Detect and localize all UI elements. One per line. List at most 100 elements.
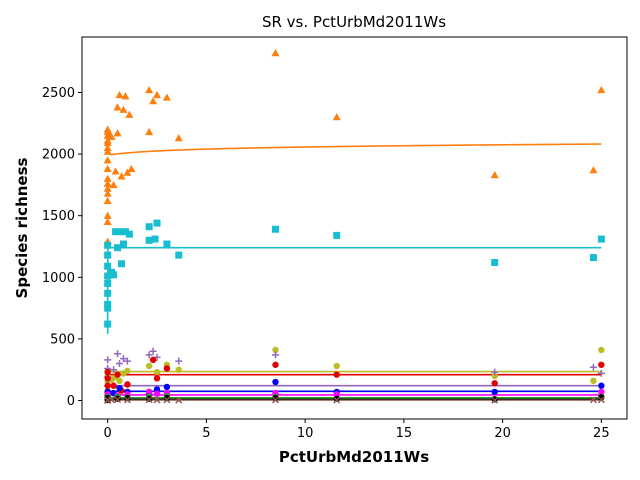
data-point [104,368,111,376]
data-point [590,377,597,384]
data-point [153,396,161,404]
data-point [163,396,171,404]
data-point [114,371,121,378]
data-point [125,230,133,238]
data-point [151,235,159,243]
data-point [124,367,131,375]
data-point [107,132,116,141]
data-point [332,113,341,121]
data-point [145,395,153,402]
data-point [271,396,280,404]
data-point [598,346,605,354]
data-point [175,357,183,365]
data-point [103,211,112,219]
data-point [114,395,122,404]
data-point [162,93,171,101]
data-point [272,346,279,354]
data-point [333,362,340,370]
data-point [115,90,124,99]
data-point [589,254,597,262]
x-tick-label: 0 [104,426,112,441]
y-axis-label: Species richness [13,157,31,298]
data-point [333,371,340,378]
data-point [113,103,122,111]
data-point [104,300,112,308]
y-tick-label: 1500 [42,209,75,224]
data-point [104,289,112,297]
data-point [111,167,120,175]
y-tick-label: 1000 [42,271,75,286]
data-point [598,388,605,396]
data-point [145,85,154,94]
data-point [119,355,127,363]
data-point [163,383,171,391]
data-point [104,304,112,312]
y-tick-label: 500 [50,332,75,347]
data-point [589,363,597,371]
data-point [271,49,280,57]
data-point [145,223,153,231]
data-point [175,251,183,259]
x-axis-label: PctUrbMd2011Ws [279,448,429,466]
fit-line [106,384,602,388]
y-axis: 0 500 1000 1500 2000 2500 [42,86,82,409]
data-point [145,396,153,404]
data-point [109,180,118,189]
data-point [175,396,183,404]
data-point [491,380,498,387]
data-point [149,356,157,364]
data-point [272,378,279,386]
data-point [124,381,131,388]
data-point [112,228,120,236]
data-point [103,189,112,197]
data-point [104,375,111,382]
data-point [123,168,132,176]
data-point [149,97,158,105]
x-axis: 0 5 10 15 20 25 [104,419,610,441]
data-point [598,361,605,368]
data-point [153,219,161,227]
data-point [104,241,112,249]
data-point [491,368,499,376]
data-point [117,172,126,180]
data-point [116,228,124,236]
data-point [103,136,112,144]
data-point [103,179,112,187]
data-point [114,350,122,358]
data-point [153,368,161,376]
data-point [491,259,499,267]
data-point [163,365,171,372]
data-point [272,361,279,368]
data-point [145,236,153,244]
data-point [589,396,597,404]
data-point [121,228,129,236]
data-point [598,382,605,389]
data-point [119,240,127,248]
data-point [491,396,499,404]
x-tick-label: 10 [297,426,314,441]
data-point [597,369,605,377]
data-point [145,351,153,359]
data-point [175,366,182,373]
data-point [104,279,112,287]
data-point [104,251,112,259]
fit-line [106,143,602,156]
data-point [119,105,128,113]
data-point [103,164,112,173]
data-point [103,196,112,205]
data-point [110,271,118,279]
data-point [116,384,123,392]
data-point [104,272,112,280]
fit-line [106,390,602,395]
data-point [117,260,125,268]
x-tick-label: 20 [494,426,511,441]
data-point [333,231,341,239]
data-point [589,166,598,174]
data-point [490,171,499,179]
data-point [174,134,183,142]
data-point [272,394,279,402]
data-point [116,377,123,384]
y-tick-label: 2000 [42,148,75,163]
data-point [145,362,153,370]
